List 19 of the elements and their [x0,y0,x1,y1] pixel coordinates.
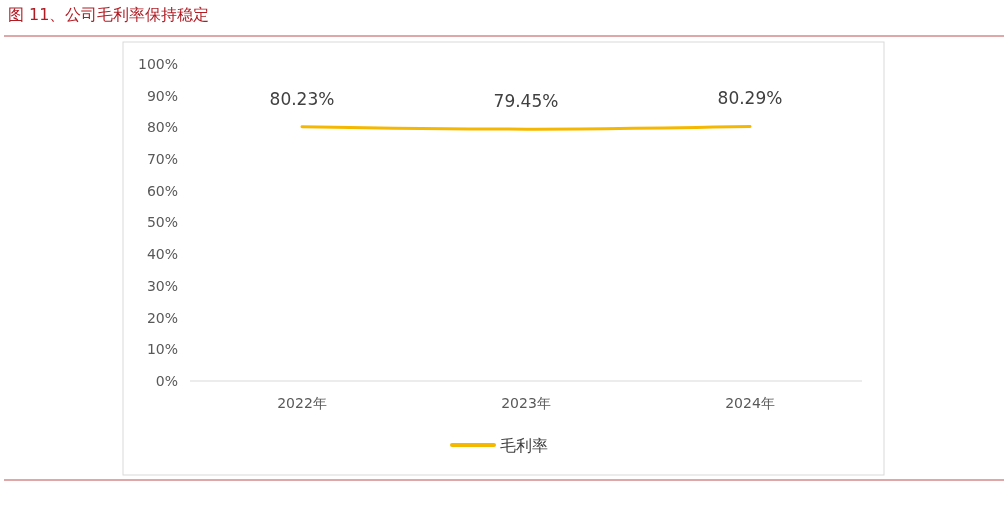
y-tick-label: 10% [146,341,178,358]
y-tick-label: 90% [146,87,178,104]
x-tick-label: 2022年 [277,395,327,411]
data-label: 79.45% [493,91,559,112]
y-tick-label: 60% [146,182,178,199]
x-tick-label: 2024年 [725,395,775,411]
data-label: 80.29% [717,88,783,109]
y-tick-label: 40% [146,246,178,263]
y-tick-label: 20% [146,309,178,326]
y-tick-label: 80% [146,119,178,136]
y-tick-label: 0% [155,372,178,389]
chart-title: 图 11、公司毛利率保持稳定 [8,5,210,24]
y-tick-label: 100% [137,55,178,72]
y-tick-label: 70% [146,151,178,167]
x-tick-label: 2023年 [501,395,551,411]
data-label: 80.23% [269,88,335,109]
y-tick-label: 50% [146,214,178,231]
y-tick-label: 30% [146,277,178,294]
legend-label: 毛利率 [500,435,548,455]
